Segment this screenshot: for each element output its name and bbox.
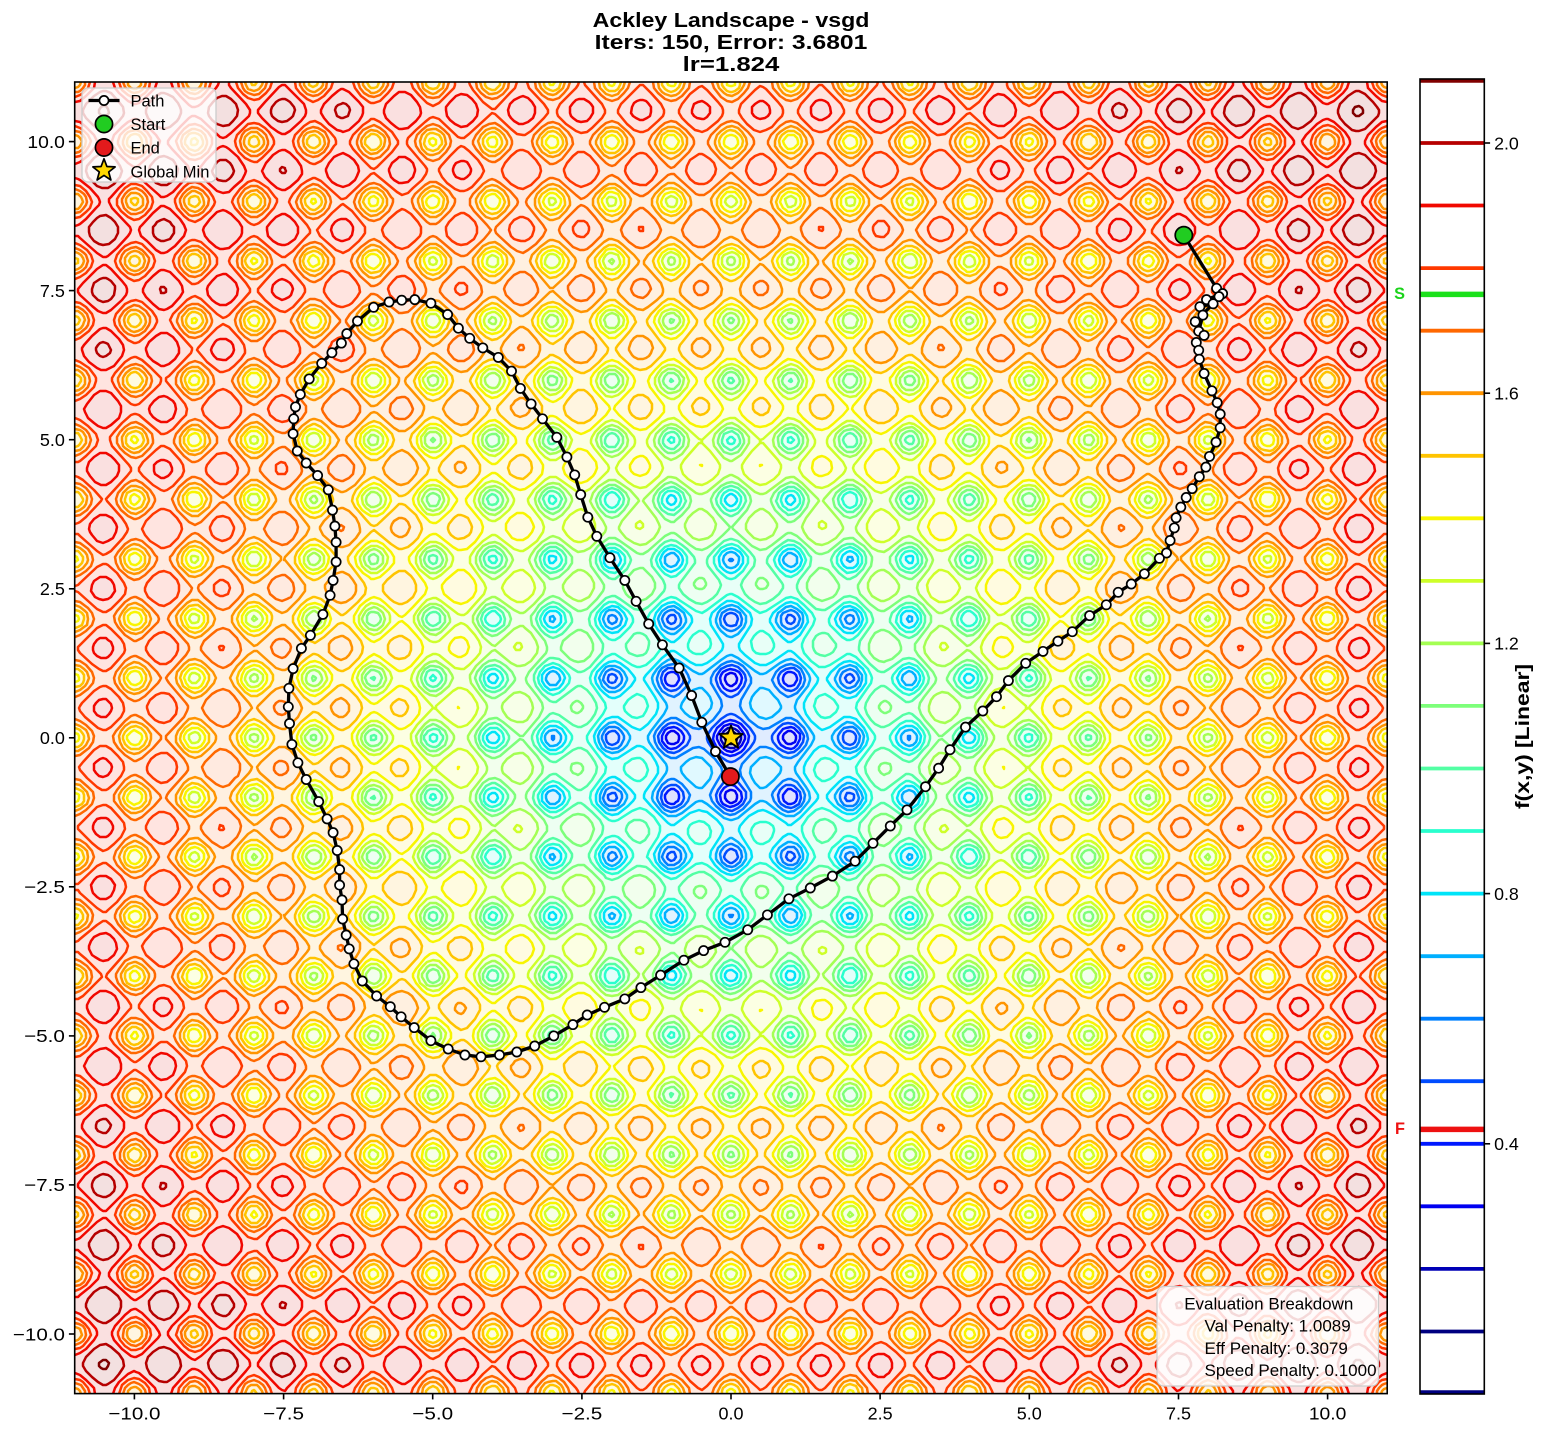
svg-text:0.0: 0.0 [40,728,65,748]
svg-text:Start: Start [131,116,166,134]
svg-text:5.0: 5.0 [1017,1403,1042,1423]
svg-text:−5.0: −5.0 [24,1026,65,1046]
svg-text:Eff Penalty: 0.3079: Eff Penalty: 0.3079 [1205,1339,1348,1358]
svg-text:F: F [1395,1120,1405,1138]
svg-text:0.0: 0.0 [719,1403,744,1423]
svg-text:−7.5: −7.5 [24,1175,65,1195]
svg-text:−2.5: −2.5 [562,1403,603,1423]
svg-text:−5.0: −5.0 [412,1403,453,1423]
svg-text:lr=1.824: lr=1.824 [683,54,781,76]
svg-text:Iters: 150, Error: 3.6801: Iters: 150, Error: 3.6801 [595,32,868,54]
svg-text:Val Penalty: 1.0089: Val Penalty: 1.0089 [1205,1317,1351,1336]
svg-text:0.4: 0.4 [1494,1134,1519,1154]
svg-text:−10.0: −10.0 [13,1324,65,1344]
svg-text:1.6: 1.6 [1494,384,1519,404]
svg-text:2.5: 2.5 [868,1403,893,1423]
svg-text:1.2: 1.2 [1494,634,1519,654]
svg-text:10.0: 10.0 [1309,1403,1347,1423]
svg-text:Speed Penalty: 0.1000: Speed Penalty: 0.1000 [1205,1361,1377,1380]
svg-text:f(x,y) [Linear]: f(x,y) [Linear] [1513,664,1534,809]
svg-text:−10.0: −10.0 [108,1403,160,1423]
svg-text:2.0: 2.0 [1494,133,1519,153]
svg-text:5.0: 5.0 [40,430,65,450]
svg-text:7.5: 7.5 [1166,1403,1191,1423]
svg-text:End: End [131,140,160,158]
svg-text:10.0: 10.0 [27,132,65,152]
svg-text:7.5: 7.5 [40,281,65,301]
svg-text:Ackley Landscape - vsgd: Ackley Landscape - vsgd [593,10,870,32]
svg-text:−2.5: −2.5 [24,877,65,897]
svg-text:Evaluation Breakdown: Evaluation Breakdown [1184,1295,1353,1314]
svg-text:S: S [1394,285,1405,303]
svg-text:2.5: 2.5 [40,579,65,599]
svg-text:Path: Path [131,93,165,111]
svg-text:−7.5: −7.5 [263,1403,304,1423]
svg-text:Global Min: Global Min [131,164,210,182]
svg-text:0.8: 0.8 [1494,884,1519,904]
